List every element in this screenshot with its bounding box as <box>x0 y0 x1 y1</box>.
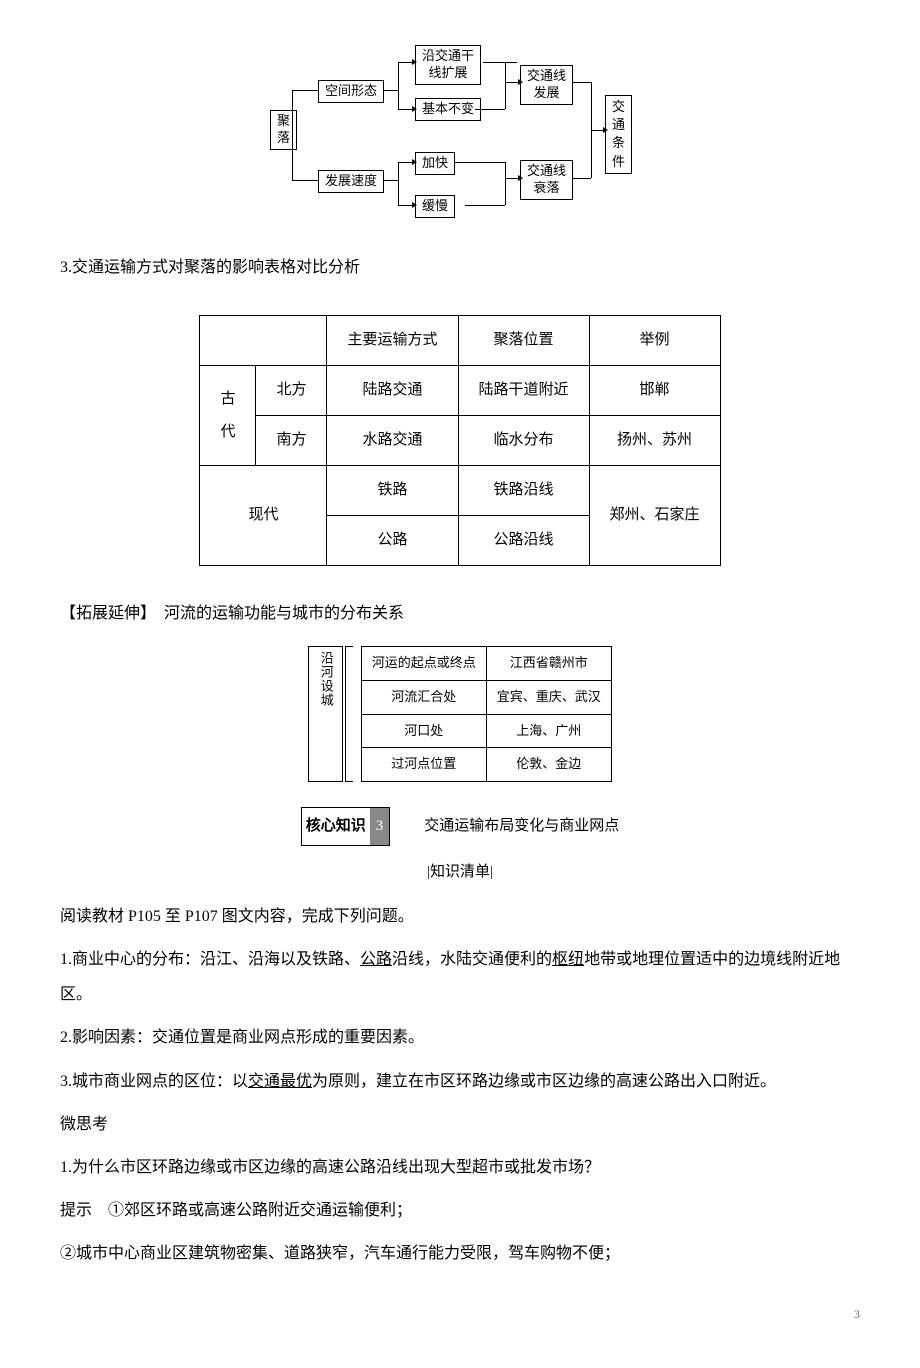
transport-settlement-table: 主要运输方式 聚落位置 举例 古 代 北方 陆路交通 陆路干道附近 邯郸 南方 … <box>199 315 720 566</box>
core-title: 交通运输布局变化与商业网点 <box>424 818 619 834</box>
fc-tiaojian: 交 通 条 件 <box>605 95 632 174</box>
rv-r3a: 河口处 <box>361 714 486 748</box>
p3-b: 为原则，建立在市区环路边缘或市区边缘的高速公路出入口附近。 <box>312 1073 776 1090</box>
fc-fazhan: 发展速度 <box>318 170 384 193</box>
core-badge-label: 核心知识 <box>302 816 370 836</box>
rv-r4a: 过河点位置 <box>361 748 486 782</box>
river-label: 沿河设城 <box>308 646 343 781</box>
answer-2: ②城市中心商业区建筑物密集、道路狭窄，汽车通行能力受限，驾车购物不便； <box>60 1236 860 1271</box>
fc-jtx-shuailuo: 交通线 衰落 <box>520 160 573 200</box>
t1-r1c3: 邯郸 <box>589 366 720 416</box>
p1-b: 沿线，水陆交通便利的 <box>392 951 552 968</box>
t1-r1c1: 陆路交通 <box>327 366 458 416</box>
p1-a: 1.商业中心的分布：沿江、沿海以及铁路、 <box>60 951 360 968</box>
p1-u2: 枢纽 <box>552 951 584 968</box>
fc-jiakuai: 加快 <box>415 152 455 175</box>
point-1: 1.商业中心的分布：沿江、沿海以及铁路、公路沿线，水陆交通便利的枢纽地带或地理位… <box>60 942 860 1012</box>
p3-u: 交通最优 <box>248 1073 312 1090</box>
page-number: 3 <box>60 1301 860 1327</box>
p1-u1: 公路 <box>360 951 392 968</box>
read-instruction: 阅读教材 P105 至 P107 图文内容，完成下列问题。 <box>60 899 860 934</box>
rv-r4b: 伦敦、金边 <box>486 748 611 782</box>
rv-r2a: 河流汇合处 <box>361 680 486 714</box>
point-2: 2.影响因素：交通位置是商业网点形成的重要因素。 <box>60 1020 860 1055</box>
rv-r2b: 宜宾、重庆、武汉 <box>486 680 611 714</box>
core-knowledge-line: 核心知识3 交通运输布局变化与商业网点 <box>60 807 860 846</box>
t1-r3c2: 铁路沿线 <box>458 466 589 516</box>
t1-r2c2: 临水分布 <box>458 416 589 466</box>
river-bracket <box>345 646 359 781</box>
t1-h3: 举例 <box>589 316 720 366</box>
fc-jiben: 基本不变 <box>415 98 481 121</box>
t1-r2c1: 水路交通 <box>327 416 458 466</box>
t1-r2c3: 扬州、苏州 <box>589 416 720 466</box>
t1-r34c3: 郑州、石家庄 <box>589 466 720 566</box>
question-1: 1.为什么市区环路边缘或市区边缘的高速公路沿线出现大型超市或批发市场？ <box>60 1150 860 1185</box>
t1-xiandai: 现代 <box>200 466 327 566</box>
t1-r4c2: 公路沿线 <box>458 516 589 566</box>
core-badge: 核心知识3 <box>301 807 391 846</box>
fc-yanxian: 沿交通干 线扩展 <box>415 45 481 85</box>
rv-r1a: 河运的起点或终点 <box>361 647 486 681</box>
point-3: 3.城市商业网点的区位：以交通最优为原则，建立在市区环路边缘或市区边缘的高速公路… <box>60 1064 860 1099</box>
weisikao-heading: 微思考 <box>60 1107 860 1142</box>
rv-r1b: 江西省赣州市 <box>486 647 611 681</box>
t1-h2: 聚落位置 <box>458 316 589 366</box>
subtitle-zhishi: |知识清单| <box>60 856 860 889</box>
river-city-diagram: 沿河设城 河运的起点或终点江西省赣州市 河流汇合处宜宾、重庆、武汉 河口处上海、… <box>60 646 860 781</box>
t1-r4c1: 公路 <box>327 516 458 566</box>
t1-r1c2: 陆路干道附近 <box>458 366 589 416</box>
fc-huanman: 缓慢 <box>415 195 455 218</box>
river-table: 河运的起点或终点江西省赣州市 河流汇合处宜宾、重庆、武汉 河口处上海、广州 过河… <box>361 646 612 781</box>
answer-1: 提示 ①郊区环路或高速公路附近交通运输便利； <box>60 1193 860 1228</box>
fc-jtx-fazhan: 交通线 发展 <box>520 65 573 105</box>
p3-a: 3.城市商业网点的区位：以 <box>60 1073 248 1090</box>
core-badge-num: 3 <box>370 808 390 845</box>
t1-beifang: 北方 <box>256 366 327 416</box>
heading-3: 3.交通运输方式对聚落的影响表格对比分析 <box>60 250 860 285</box>
t1-h1: 主要运输方式 <box>327 316 458 366</box>
settlement-flowchart: 聚 落 空间形态 发展速度 沿交通干 线扩展 基本不变 加快 缓慢 交通线 发展… <box>270 40 650 230</box>
t1-r3c1: 铁路 <box>327 466 458 516</box>
fc-kongjian: 空间形态 <box>318 80 384 103</box>
rv-r3b: 上海、广州 <box>486 714 611 748</box>
t1-nanfang: 南方 <box>256 416 327 466</box>
tuozhan-heading: 【拓展延伸】 河流的运输功能与城市的分布关系 <box>60 596 860 631</box>
t1-gudai: 古 代 <box>200 366 256 466</box>
